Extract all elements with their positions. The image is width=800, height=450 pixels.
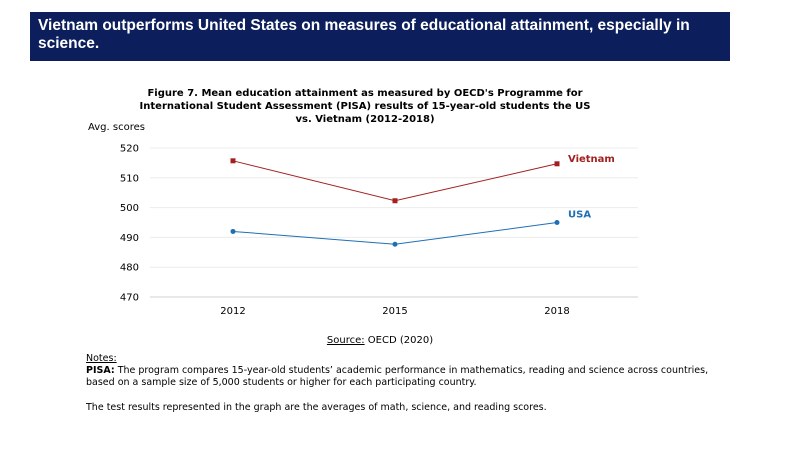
- notes-section: Notes: PISA: The program compares 15-yea…: [86, 353, 726, 414]
- figure-title: Figure 7. Mean education attainment as m…: [139, 88, 591, 125]
- source-text: OECD (2020): [367, 335, 434, 346]
- source-label: Source:: [326, 335, 365, 346]
- y-tick-label: 520: [120, 144, 139, 155]
- y-tick-label: 480: [120, 263, 139, 274]
- data-point-usa: [230, 228, 236, 234]
- y-tick-label: 490: [120, 233, 139, 244]
- series-label-usa: USA: [568, 210, 591, 221]
- headline-text: Vietnam outperforms United States on mea…: [38, 17, 690, 52]
- averages-note: The test results represented in the grap…: [86, 402, 547, 413]
- data-point-vietnam: [392, 198, 398, 204]
- series-line-usa: [232, 222, 558, 245]
- pisa-note: PISA: The program compares 15-year-old s…: [86, 365, 726, 389]
- source-line: Source: OECD (2020): [0, 335, 760, 346]
- y-tick-label: 510: [120, 173, 139, 184]
- notes-heading: Notes:: [86, 353, 117, 364]
- x-tick-label: 2015: [382, 306, 407, 317]
- y-tick-label: 470: [120, 293, 139, 304]
- y-tick-label: 500: [120, 203, 139, 214]
- data-point-vietnam: [554, 161, 560, 167]
- x-tick-label: 2012: [220, 306, 245, 317]
- series-line-vietnam: [232, 160, 558, 202]
- data-point-usa: [554, 220, 560, 225]
- headline-banner: Vietnam outperforms United States on mea…: [30, 12, 730, 61]
- pisa-note-text: The program compares 15-year-old student…: [86, 365, 709, 388]
- series-label-vietnam: Vietnam: [568, 154, 615, 165]
- x-tick-label: 2018: [544, 306, 569, 317]
- y-axis-label: Avg. scores: [88, 122, 145, 133]
- pisa-note-label: PISA:: [86, 365, 115, 376]
- data-point-usa: [392, 241, 398, 247]
- data-point-vietnam: [230, 158, 236, 164]
